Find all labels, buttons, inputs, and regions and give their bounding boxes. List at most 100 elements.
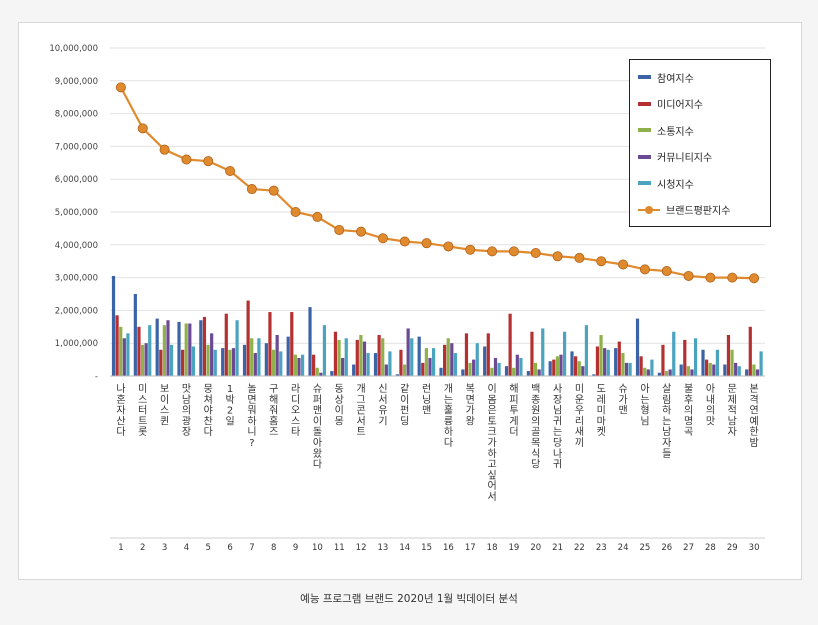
bar-미디어지수 [508,313,512,376]
point-브랜드평판지수 [225,165,236,176]
bar-커뮤니티지수 [450,343,454,376]
point-브랜드평판지수 [443,241,454,252]
bar-시청지수 [737,366,741,376]
bar-소통지수 [359,335,363,376]
bar-미디어지수 [639,356,643,376]
bar-미디어지수 [443,344,447,376]
bar-시청지수 [388,351,392,376]
rank-label: 22 [574,543,585,553]
bar-커뮤니티지수 [472,359,476,376]
bar-커뮤니티지수 [362,341,367,376]
bar-시청지수 [431,348,436,376]
bar-커뮤니티지수 [144,343,148,376]
bar-시청지수 [650,359,654,376]
point-브랜드평판지수 [683,270,694,281]
bar-소통지수 [206,344,210,376]
bar-시청지수 [519,357,523,376]
y-tick-label: 1,000,000 [55,339,98,349]
bar-미디어지수 [748,326,752,376]
bar-참여지수 [570,351,574,376]
bar-시청지수 [279,351,283,376]
rank-label: 19 [509,543,520,553]
y-tick-label: 5,000,000 [55,208,98,218]
bar-시청지수 [453,353,458,376]
bar-참여지수 [352,364,356,376]
bar-시청지수 [300,354,305,376]
rank-label: 17 [465,543,476,553]
bar-시청지수 [475,343,479,376]
bar-소통지수 [468,362,472,376]
rank-label: 30 [749,543,760,553]
y-tick-label: - [95,372,98,382]
rank-label: 15 [421,543,432,553]
bar-시청지수 [169,344,174,376]
point-브랜드평판지수 [705,272,716,283]
bar-시청지수 [584,325,589,376]
bar-참여지수 [526,371,530,376]
point-브랜드평판지수 [596,256,607,267]
rank-label: 1 [118,543,123,553]
bar-시청지수 [235,320,239,376]
y-tick-label: 6,000,000 [55,175,98,185]
point-브랜드평판지수 [290,206,301,217]
rank-label: 21 [552,543,563,553]
rank-label: 12 [356,543,367,553]
bar-참여지수 [264,343,268,376]
bar-미디어지수 [268,312,272,376]
bar-미디어지수 [399,349,403,376]
bar-참여지수 [701,349,705,376]
point-브랜드평판지수 [159,144,170,155]
bar-소통지수 [555,356,559,376]
rank-label: 20 [530,543,541,553]
point-브랜드평판지수 [399,236,410,247]
legend-item: 참여지수 [638,64,762,91]
point-브랜드평판지수 [552,251,563,262]
bar-소통지수 [402,364,407,376]
bar-참여지수 [330,371,334,376]
bar-커뮤니티지수 [646,369,650,376]
bar-참여지수 [199,320,203,376]
point-브랜드평판지수 [203,156,214,167]
bar-참여지수 [461,369,465,376]
bar-소통지수 [119,326,123,376]
point-브랜드평판지수 [749,273,760,284]
rank-label: 24 [618,543,629,553]
rank-label: 27 [683,543,694,553]
bar-미디어지수 [486,333,490,376]
rank-label: 9 [293,543,298,553]
bar-소통지수 [490,367,494,376]
bar-소통지수 [708,362,712,376]
point-브랜드평판지수 [268,185,279,196]
y-tick-label: 8,000,000 [55,110,98,120]
bar-커뮤니티지수 [537,369,541,376]
bar-시청지수 [606,349,610,376]
bar-소통지수 [337,339,341,376]
chart-caption: 예능 프로그램 브랜드 2020년 1월 빅데이터 분석 [300,593,518,605]
bar-커뮤니티지수 [515,354,519,376]
bar-참여지수 [417,336,421,376]
rank-label: 8 [271,543,276,553]
bar-미디어지수 [377,335,381,376]
bar-시청지수 [191,346,196,376]
bar-커뮤니티지수 [297,357,301,376]
bar-소통지수 [752,364,756,376]
bar-커뮤니티지수 [493,357,498,376]
x-category-label: 놀 면 뭐 하 니? [247,383,256,449]
bar-참여지수 [745,369,749,376]
bar-소통지수 [424,348,428,376]
